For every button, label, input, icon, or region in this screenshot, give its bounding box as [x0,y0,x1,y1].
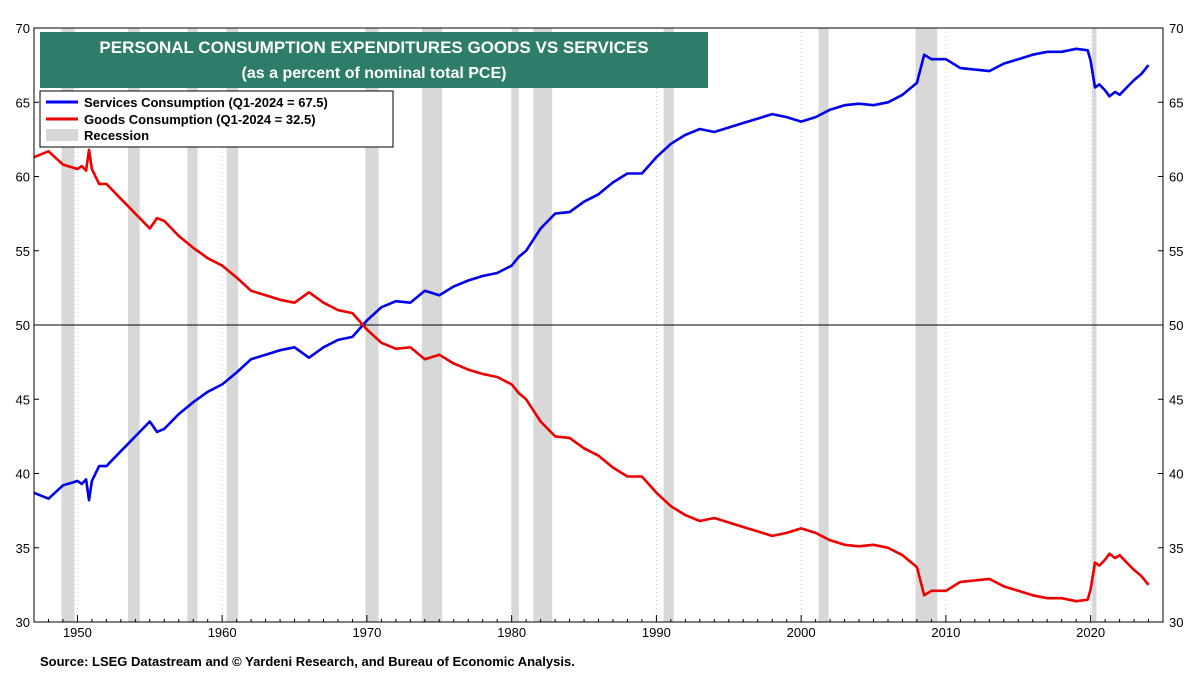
x-tick-label-2020: 2020 [1076,625,1105,640]
x-tick-label-2010: 2010 [931,625,960,640]
y-tick-label-right-50: 50 [1169,318,1183,333]
x-tick-label-2000: 2000 [787,625,816,640]
x-tick-label-1990: 1990 [642,625,671,640]
y-tick-label-right-55: 55 [1169,244,1183,259]
y-tick-label-right-70: 70 [1169,21,1183,36]
x-tick-label-1950: 1950 [63,625,92,640]
y-tick-label-right-30: 30 [1169,615,1183,630]
legend: Services Consumption (Q1-2024 = 67.5) Go… [39,90,394,148]
x-axis: 1950 1960 1970 1980 1990 2000 2010 2020 [33,615,1164,640]
legend-box [39,90,394,148]
y-tick-label-left-70: 70 [16,21,30,36]
y-axis-right: 30 35 40 45 50 55 60 65 70 [1158,21,1183,630]
y-tick-label-left-35: 35 [16,541,30,556]
series-line-goods-consumption [33,148,1150,603]
y-tick-label-left-50: 50 [16,318,30,333]
chart-subtitle: (as a percent of nominal total PCE) [242,65,507,82]
y-axis-left: 30 35 40 45 50 55 60 65 70 [16,21,39,630]
y-tick-label-right-60: 60 [1169,170,1183,185]
x-tick-label-1970: 1970 [352,625,381,640]
y-tick-label-right-45: 45 [1169,392,1183,407]
legend-label-goods: Goods Consumption (Q1-2024 = 32.5) [84,112,316,127]
y-tick-label-left-60: 60 [16,170,30,185]
y-tick-label-left-55: 55 [16,244,30,259]
y-tick-label-right-65: 65 [1169,95,1183,110]
legend-label-recession: Recession [84,128,149,143]
source-note: Source: LSEG Datastream and © Yardeni Re… [40,654,575,669]
title-box: PERSONAL CONSUMPTION EXPENDITURES GOODS … [40,32,708,88]
y-tick-label-left-40: 40 [16,467,30,482]
y-tick-label-right-35: 35 [1169,541,1183,556]
x-tick-label-1980: 1980 [497,625,526,640]
y-tick-label-left-65: 65 [16,95,30,110]
legend-swatch-recession [46,129,78,141]
series-layer [33,47,1150,603]
series-line-services-consumption [33,47,1150,502]
y-tick-label-left-30: 30 [16,615,30,630]
y-tick-label-right-40: 40 [1169,467,1183,482]
y-tick-label-left-45: 45 [16,392,30,407]
chart-title: PERSONAL CONSUMPTION EXPENDITURES GOODS … [99,38,648,57]
legend-label-services: Services Consumption (Q1-2024 = 67.5) [84,95,328,110]
x-tick-label-1960: 1960 [208,625,237,640]
